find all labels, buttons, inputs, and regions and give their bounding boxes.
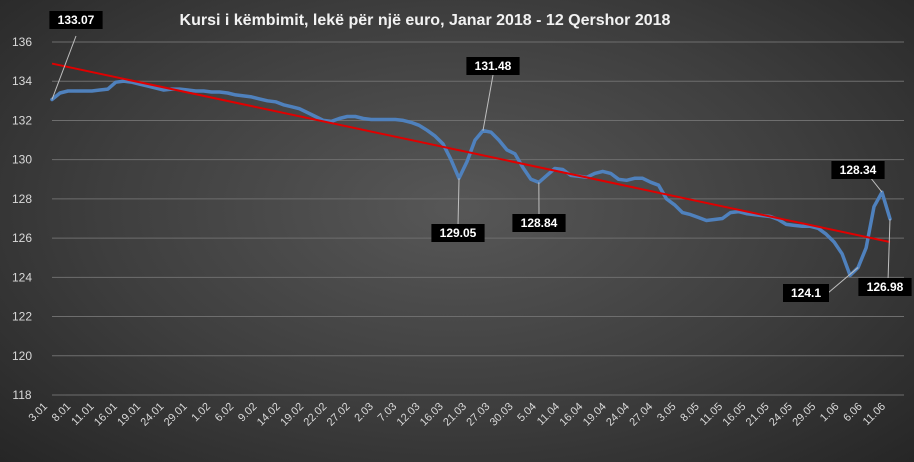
annotation-label: 128.34 (840, 163, 877, 177)
annotation-box (49, 11, 103, 29)
x-tick-label: 2.03 (352, 401, 376, 425)
x-tick-label: 16.04 (558, 401, 586, 429)
x-tick-label: 19.04 (581, 401, 609, 429)
annotation-leader (482, 74, 494, 131)
x-tick-label: 11.04 (535, 401, 562, 428)
x-tick-label: 11.05 (698, 401, 725, 428)
y-tick-label: 136 (12, 35, 32, 49)
annotation-label: 124.1 (791, 286, 821, 300)
x-tick-label: 16.03 (418, 401, 446, 429)
x-tick-label: 1.02 (189, 401, 213, 425)
x-tick-label: 12.03 (395, 401, 423, 429)
x-tick-label: 27.02 (325, 401, 353, 429)
annotation-leader (887, 218, 891, 282)
annotation-leader (869, 176, 883, 193)
annotation-label: 133.07 (58, 13, 95, 27)
x-tick-label: 19.01 (115, 401, 143, 429)
x-tick-label: 3.05 (655, 401, 679, 425)
annotation-box (431, 224, 485, 242)
x-tick-label: 24.05 (767, 401, 795, 429)
annotation-box (783, 284, 829, 302)
y-tick-label: 120 (12, 349, 32, 363)
annotation-leader (827, 267, 859, 294)
annotation-box (512, 214, 566, 232)
x-tick-label: 24.01 (139, 401, 167, 429)
x-tick-label: 1.06 (818, 401, 842, 425)
y-tick-label: 132 (12, 113, 32, 127)
x-tick-label: 30.03 (488, 401, 516, 429)
annotation-leader (457, 178, 460, 227)
annotation-box (466, 57, 520, 75)
x-tick-label: 27.04 (627, 401, 655, 429)
x-tick-label: 16.01 (92, 401, 120, 429)
x-tick-label: 21.03 (441, 401, 469, 429)
x-tick-label: 29.01 (162, 401, 190, 429)
annotation-label: 128.84 (521, 216, 558, 230)
annotation-box (831, 161, 885, 179)
x-tick-label: 27.03 (464, 401, 492, 429)
x-tick-label: 14.02 (255, 401, 283, 429)
x-tick-label: 3.01 (26, 401, 50, 425)
y-tick-label: 134 (12, 74, 32, 88)
y-tick-label: 128 (12, 192, 32, 206)
series-line-trend (51, 62, 891, 244)
series-line-kursi (50, 79, 892, 278)
x-tick-label: 21.05 (744, 401, 772, 429)
annotation-box (858, 278, 912, 296)
annotation-label: 131.48 (475, 59, 512, 73)
x-tick-label: 11.06 (861, 401, 888, 428)
x-tick-label: 24.04 (604, 401, 632, 429)
y-tick-label: 126 (12, 231, 32, 245)
x-tick-label: 29.05 (790, 401, 818, 429)
x-tick-label: 6.02 (213, 401, 237, 425)
x-tick-label: 19.02 (278, 401, 306, 429)
y-tick-label: 122 (12, 310, 32, 324)
y-tick-label: 124 (12, 270, 32, 284)
annotation-label: 126.98 (867, 280, 904, 294)
x-tick-label: 16.05 (721, 401, 749, 429)
x-tick-label: 11.01 (69, 401, 96, 428)
y-tick-label: 130 (12, 153, 32, 167)
annotation-leader (51, 35, 77, 100)
y-tick-label: 118 (12, 388, 31, 402)
annotation-label: 129.05 (440, 226, 477, 240)
chart-title: Kursi i këmbimit, lekë për një euro, Jan… (179, 12, 671, 29)
x-tick-label: 22.02 (302, 401, 330, 429)
